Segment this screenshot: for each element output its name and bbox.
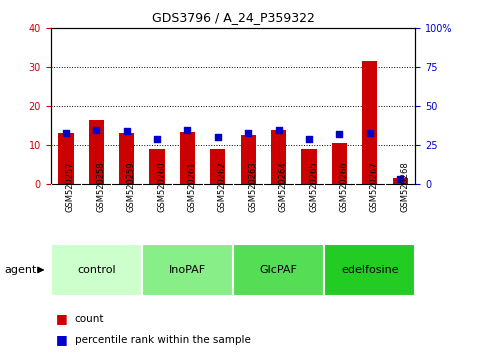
Bar xyxy=(142,244,233,296)
Text: GSM520257: GSM520257 xyxy=(66,162,75,212)
Text: InoPAF: InoPAF xyxy=(169,265,206,275)
Point xyxy=(275,127,283,132)
Bar xyxy=(393,178,408,184)
Point xyxy=(397,177,404,182)
Point xyxy=(244,130,252,136)
Text: GSM520263: GSM520263 xyxy=(248,162,257,212)
Bar xyxy=(58,133,73,184)
Text: ■: ■ xyxy=(56,333,67,346)
Text: GSM520260: GSM520260 xyxy=(157,162,166,212)
Bar xyxy=(241,135,256,184)
Bar xyxy=(119,133,134,184)
Bar xyxy=(332,143,347,184)
Text: GSM520266: GSM520266 xyxy=(340,162,348,212)
Text: count: count xyxy=(75,314,104,324)
Text: GSM520268: GSM520268 xyxy=(400,162,409,212)
Bar xyxy=(233,244,324,296)
Point xyxy=(123,128,130,134)
Text: GSM520262: GSM520262 xyxy=(218,162,227,212)
Text: GSM520259: GSM520259 xyxy=(127,162,136,212)
Point xyxy=(336,131,343,137)
Bar xyxy=(271,130,286,184)
Text: edelfosine: edelfosine xyxy=(341,265,398,275)
Text: control: control xyxy=(77,265,115,275)
Text: GlcPAF: GlcPAF xyxy=(260,265,298,275)
Bar xyxy=(180,131,195,184)
Point xyxy=(62,130,70,136)
Bar xyxy=(301,149,317,184)
Text: GSM520264: GSM520264 xyxy=(279,162,288,212)
Point xyxy=(214,135,222,140)
Text: percentile rank within the sample: percentile rank within the sample xyxy=(75,335,251,345)
Point xyxy=(153,136,161,142)
Text: GDS3796 / A_24_P359322: GDS3796 / A_24_P359322 xyxy=(152,11,314,24)
Text: GSM520261: GSM520261 xyxy=(187,162,197,212)
Text: agent: agent xyxy=(5,265,37,275)
Text: GSM520267: GSM520267 xyxy=(370,162,379,212)
Text: GSM520265: GSM520265 xyxy=(309,162,318,212)
Bar xyxy=(210,149,226,184)
Point xyxy=(184,127,191,132)
Point xyxy=(366,130,374,136)
Bar xyxy=(51,244,142,296)
Bar xyxy=(324,244,415,296)
Text: ■: ■ xyxy=(56,312,67,325)
Point xyxy=(305,136,313,142)
Bar xyxy=(149,149,165,184)
Point xyxy=(92,127,100,132)
Bar xyxy=(362,62,377,184)
Text: GSM520258: GSM520258 xyxy=(96,162,105,212)
Bar xyxy=(89,120,104,184)
